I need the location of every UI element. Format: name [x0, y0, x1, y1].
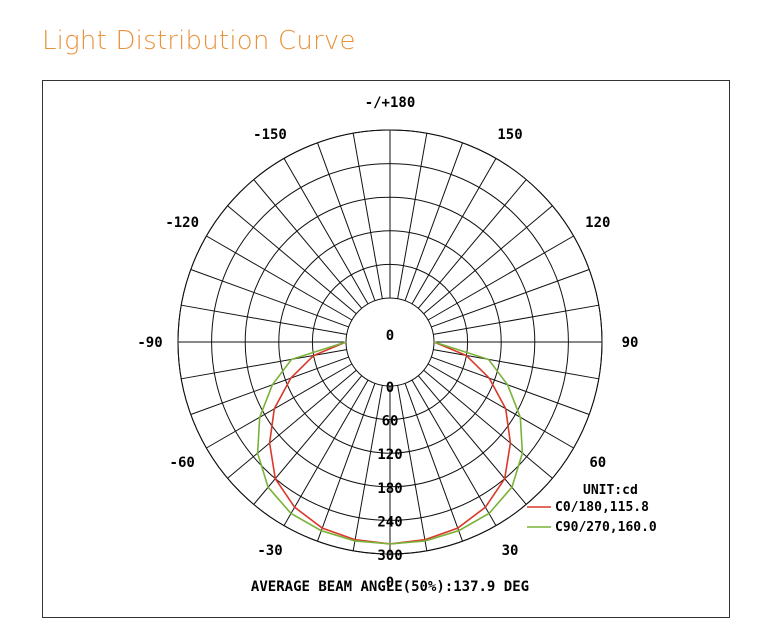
grid-spoke: [190, 269, 349, 328]
angle-label: -30: [257, 543, 282, 559]
grid-spoke: [181, 349, 347, 380]
angle-label: -90: [137, 335, 162, 351]
grid-spoke: [411, 158, 497, 305]
grid-spoke: [253, 375, 363, 505]
radial-tick-label: 60: [382, 414, 399, 430]
radial-tick-label: 300: [377, 548, 402, 564]
page-title: Light Distribution Curve: [42, 26, 356, 56]
grid-spoke: [423, 205, 553, 315]
grid-spoke: [433, 304, 599, 335]
grid-spoke: [404, 142, 463, 301]
grid-spoke: [190, 356, 349, 415]
legend-label: C0/180,115.8: [555, 500, 649, 515]
grid-spoke: [417, 179, 527, 309]
grid-spoke: [397, 133, 428, 299]
radial-tick-label: 120: [377, 447, 402, 463]
grid-spoke: [283, 158, 369, 305]
center-zero-label: 0: [386, 328, 394, 344]
grid-spoke: [317, 142, 376, 301]
angle-label: -/+180: [365, 95, 416, 111]
unit-label: UNIT:cd: [583, 483, 638, 498]
grid-spoke: [433, 349, 599, 380]
grid-spoke: [206, 235, 353, 321]
angle-label: 120: [585, 215, 610, 231]
legend-label: C90/270,160.0: [555, 520, 657, 535]
grid-spoke: [227, 205, 357, 315]
chart-frame: [42, 80, 730, 618]
grid-spoke: [417, 375, 527, 505]
grid-spoke: [431, 269, 590, 328]
grid-spoke: [404, 383, 463, 542]
grid-spoke: [181, 304, 347, 335]
angle-label: 60: [589, 455, 606, 471]
polar-grid: [177, 129, 603, 555]
grid-spoke: [253, 179, 363, 309]
radial-tick-label: 0: [386, 380, 394, 396]
angle-label: -120: [165, 215, 199, 231]
grid-spoke: [427, 363, 574, 449]
grid-spoke: [397, 385, 428, 551]
chart-legend: UNIT:cd C0/180,115.8 C90/270,160.0: [527, 483, 657, 535]
series-curve-1: [256, 341, 524, 545]
grid-spoke: [283, 379, 369, 526]
grid-spoke: [206, 363, 353, 449]
grid-spoke: [352, 385, 383, 551]
angle-label: 0: [386, 575, 394, 591]
grid-spoke: [423, 369, 553, 479]
angle-label: 90: [622, 335, 639, 351]
angle-label: -60: [170, 455, 195, 471]
grid-spoke: [431, 356, 590, 415]
grid-spoke: [317, 383, 376, 542]
angle-label: 150: [497, 127, 522, 143]
polar-curves: [256, 341, 524, 545]
polar-labels: -/+180-150 150-120 120-90 90-60 60-30 3000601…: [137, 95, 638, 591]
grid-spoke: [427, 235, 574, 321]
radial-tick-label: 180: [377, 481, 402, 497]
grid-spoke: [352, 133, 383, 299]
grid-spoke: [411, 379, 497, 526]
angle-label: 30: [502, 543, 519, 559]
radial-tick-label: 240: [377, 514, 402, 530]
beam-angle-footer: AVERAGE BEAM ANGLE(50%):137.9 DEG: [251, 579, 529, 595]
angle-label: -150: [253, 127, 287, 143]
grid-spoke: [227, 369, 357, 479]
